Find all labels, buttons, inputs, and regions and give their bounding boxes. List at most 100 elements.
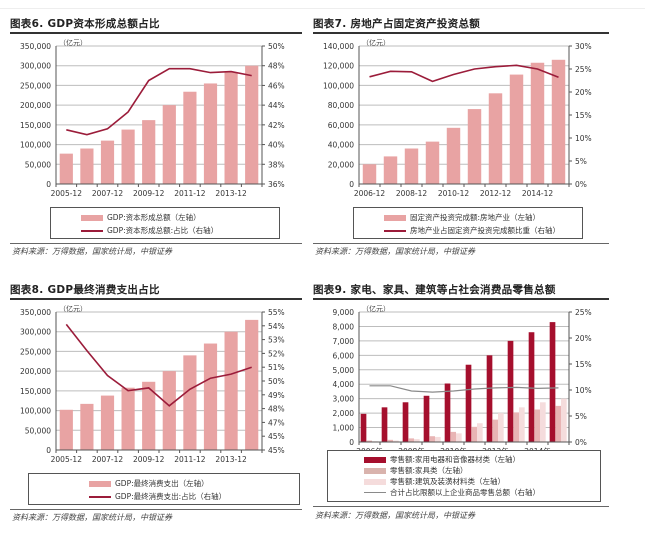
chart-title: 图表6. GDP资本形成总额占比 bbox=[10, 18, 160, 30]
svg-text:250,000: 250,000 bbox=[20, 81, 51, 90]
svg-text:1,000: 1,000 bbox=[333, 424, 355, 433]
bar bbox=[100, 140, 115, 184]
svg-text:100,000: 100,000 bbox=[323, 81, 354, 90]
line-swatch-icon bbox=[364, 492, 386, 493]
chart-plot: 0 20,000 40,000 60,000 80,000 100,000 120,000 1… bbox=[323, 38, 592, 198]
bar bbox=[362, 164, 377, 184]
bar bbox=[381, 407, 388, 442]
svg-text:51%: 51% bbox=[268, 363, 285, 372]
bar bbox=[404, 148, 419, 184]
svg-text:54%: 54% bbox=[268, 322, 285, 331]
svg-text:25%: 25% bbox=[575, 308, 592, 317]
svg-text:2005-12: 2005-12 bbox=[51, 189, 83, 198]
bar bbox=[488, 93, 503, 184]
svg-text:5%: 5% bbox=[575, 412, 587, 421]
svg-text:60,000: 60,000 bbox=[328, 121, 354, 130]
bar bbox=[467, 109, 482, 184]
bar bbox=[183, 91, 197, 184]
legend-label: GDP:资本形成总额（左轴） bbox=[107, 213, 201, 222]
source-note: 资料来源：万得数据，国家统计局，中银证券 bbox=[315, 247, 475, 256]
svg-text:40,000: 40,000 bbox=[328, 141, 354, 150]
bar bbox=[121, 387, 135, 450]
svg-text:2013-12: 2013-12 bbox=[215, 189, 247, 198]
bar bbox=[121, 129, 135, 184]
bar-swatch-icon bbox=[364, 467, 386, 474]
bar-swatch-icon bbox=[364, 456, 386, 463]
page-top-divider bbox=[0, 8, 645, 9]
svg-text:80,000: 80,000 bbox=[328, 101, 354, 110]
chart-plot: 0 50,000 100,000 150,000 200,000 250,000 300,0… bbox=[20, 304, 285, 464]
legend-label: 房地产业占固定资产投资完成额比重（右轴） bbox=[410, 226, 560, 235]
svg-text:2006-12: 2006-12 bbox=[354, 189, 386, 198]
svg-text:10%: 10% bbox=[575, 386, 592, 395]
legend-item-ratio-line: 合计占比限额以上企业商品零售总额（右轴） bbox=[364, 487, 540, 498]
bar bbox=[513, 412, 520, 442]
source-note: 资料来源：万得数据，国家统计局，中银证券 bbox=[315, 511, 475, 520]
bar bbox=[383, 156, 398, 184]
svg-text:200,000: 200,000 bbox=[20, 367, 51, 376]
bar bbox=[561, 398, 567, 442]
bar bbox=[549, 322, 556, 442]
svg-text:200,000: 200,000 bbox=[20, 101, 51, 110]
bar bbox=[162, 371, 176, 450]
bar-series bbox=[360, 322, 556, 442]
bar-series bbox=[59, 319, 259, 450]
bar bbox=[183, 355, 197, 450]
svg-text:2005-12: 2005-12 bbox=[51, 455, 83, 464]
svg-text:48%: 48% bbox=[268, 405, 285, 414]
bar bbox=[492, 419, 499, 442]
line-series bbox=[66, 67, 252, 136]
svg-text:48%: 48% bbox=[268, 62, 285, 71]
svg-text:44%: 44% bbox=[268, 101, 285, 110]
chart-title: 图表7. 房地产占固定资产投资总额 bbox=[313, 18, 481, 30]
chart-plot: 0 50,000 100,000 150,000 200,000 250,000 300,0… bbox=[20, 38, 285, 198]
svg-text:25%: 25% bbox=[575, 65, 592, 74]
chart-legend: 零售额:家用电器和音像器材类（左轴） 零售额:家具类（左轴） 零售额:建筑及装潢… bbox=[327, 450, 601, 502]
bar bbox=[366, 440, 373, 442]
svg-text:50,000: 50,000 bbox=[25, 160, 51, 169]
svg-text:50%: 50% bbox=[268, 377, 285, 386]
bar-swatch-icon bbox=[89, 480, 111, 487]
line-swatch-icon bbox=[89, 495, 111, 498]
bar bbox=[540, 402, 546, 442]
line-series bbox=[369, 64, 559, 83]
legend-item-bar: GDP:资本形成总额（左轴） bbox=[81, 212, 201, 223]
bar bbox=[425, 141, 440, 184]
svg-text:0: 0 bbox=[46, 180, 51, 189]
line-series bbox=[369, 385, 559, 393]
source-divider bbox=[10, 509, 302, 510]
svg-text:20%: 20% bbox=[575, 334, 592, 343]
title-underline bbox=[313, 32, 609, 34]
bar bbox=[456, 433, 462, 442]
svg-text:30%: 30% bbox=[575, 42, 592, 51]
svg-text:0: 0 bbox=[46, 446, 51, 455]
legend-item-building: 零售额:建筑及装潢材料类（左轴） bbox=[364, 476, 505, 487]
chart-legend: GDP:最终消费支出（左轴） GDP:最终消费支出:占比（右轴） bbox=[28, 473, 300, 505]
bar bbox=[446, 127, 461, 184]
title-underline bbox=[313, 298, 609, 300]
svg-text:2009-12: 2009-12 bbox=[133, 189, 165, 198]
bar bbox=[444, 383, 451, 442]
legend-item-bar: 固定资产投资完成额:房地产业（左轴） bbox=[384, 212, 540, 223]
bar bbox=[360, 413, 367, 442]
bar bbox=[100, 395, 115, 450]
svg-text:55%: 55% bbox=[268, 308, 285, 317]
svg-text:（亿元）: （亿元） bbox=[362, 304, 390, 313]
legend-item-bar: GDP:最终消费支出（左轴） bbox=[89, 478, 209, 489]
svg-text:45%: 45% bbox=[268, 446, 285, 455]
chart-panel-fig7: 图表7. 房地产占固定资产投资总额 0 20,000 40,000 60,000 80,… bbox=[313, 14, 609, 259]
svg-text:38%: 38% bbox=[268, 160, 285, 169]
svg-text:300,000: 300,000 bbox=[20, 328, 51, 337]
svg-text:150,000: 150,000 bbox=[20, 387, 51, 396]
bar bbox=[435, 436, 441, 442]
bar bbox=[429, 436, 436, 442]
bar bbox=[408, 438, 415, 442]
bar bbox=[80, 148, 94, 184]
chart-plot: 0 1,000 2,000 3,000 4,000 5,000 6,000 7,000 8,00… bbox=[333, 304, 592, 456]
svg-text:49%: 49% bbox=[268, 391, 285, 400]
svg-text:150,000: 150,000 bbox=[20, 121, 51, 130]
bar bbox=[555, 405, 562, 442]
legend-item-line: 房地产业占固定资产投资完成额比重（右轴） bbox=[384, 225, 560, 236]
bar bbox=[245, 319, 259, 450]
svg-text:120,000: 120,000 bbox=[323, 62, 354, 71]
